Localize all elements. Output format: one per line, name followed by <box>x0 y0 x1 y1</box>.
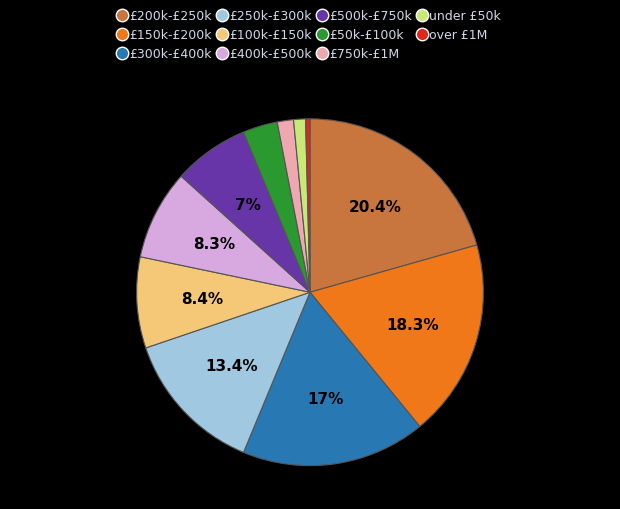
Wedge shape <box>244 123 310 293</box>
Text: 17%: 17% <box>308 391 344 406</box>
Wedge shape <box>146 293 310 453</box>
Wedge shape <box>244 293 420 466</box>
Wedge shape <box>140 177 310 293</box>
Text: 13.4%: 13.4% <box>205 358 258 374</box>
Wedge shape <box>277 121 310 293</box>
Wedge shape <box>310 245 484 427</box>
Wedge shape <box>310 120 477 293</box>
Wedge shape <box>293 120 310 293</box>
Text: 20.4%: 20.4% <box>348 200 401 215</box>
Legend: £200k-£250k, £150k-£200k, £300k-£400k, £250k-£300k, £100k-£150k, £400k-£500k, £5: £200k-£250k, £150k-£200k, £300k-£400k, £… <box>115 6 505 65</box>
Wedge shape <box>306 120 310 293</box>
Text: 18.3%: 18.3% <box>386 318 439 332</box>
Wedge shape <box>136 257 310 348</box>
Wedge shape <box>181 133 310 293</box>
Text: 8.4%: 8.4% <box>182 292 224 306</box>
Text: 7%: 7% <box>235 197 261 213</box>
Text: 8.3%: 8.3% <box>193 237 235 251</box>
